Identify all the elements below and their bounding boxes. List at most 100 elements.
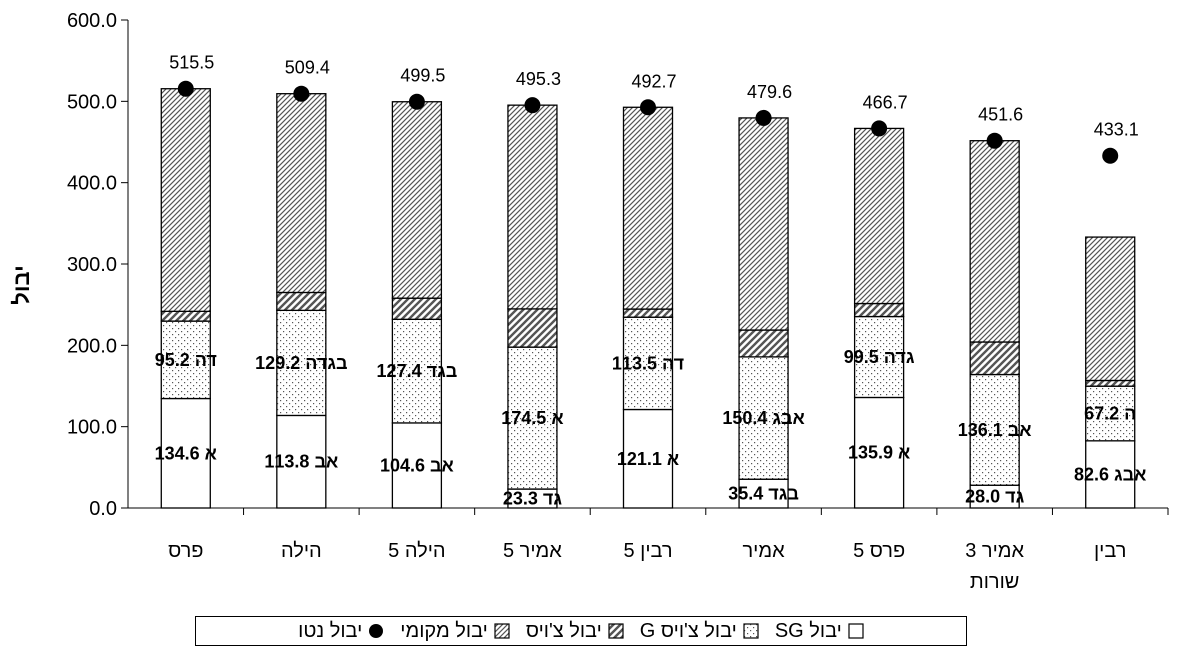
bar-segment-dots xyxy=(276,309,327,417)
bar-segment-heavy-diagonal xyxy=(160,310,211,322)
sg-data-label: 23.3 גד xyxy=(503,489,563,509)
bar-segment-blank xyxy=(853,396,905,509)
net-yield-label: 499.5 xyxy=(400,66,445,86)
net-yield-label: 495.3 xyxy=(516,69,561,89)
net-yield-marker xyxy=(986,132,1003,149)
legend-item: יבול צ'ויס G xyxy=(640,620,759,643)
bar-segment-diagonal xyxy=(622,106,674,310)
net-yield-marker xyxy=(293,85,310,102)
net-yield-marker xyxy=(755,109,772,126)
category-label: פרס xyxy=(168,540,203,562)
net-yield-label: 466.7 xyxy=(863,92,908,112)
bar-segment-dots xyxy=(507,346,558,490)
bar-segment-heavy-diagonal xyxy=(1085,379,1136,387)
bar-segment-heavy-diagonal xyxy=(507,308,558,348)
legend-item: יבול נטו xyxy=(298,620,384,643)
net-yield-marker xyxy=(177,80,194,97)
bar-segment-heavy-diagonal xyxy=(969,341,1020,376)
net-yield-label: 509.4 xyxy=(285,58,330,78)
g-data-label: 95.2 דה xyxy=(155,350,217,370)
bar-segment-dots xyxy=(1085,385,1136,442)
legend: יבול SG יבול צ'ויס G יבול צ'ויס יבול מקומי י… xyxy=(195,616,967,646)
net-yield-marker xyxy=(1102,147,1119,164)
bar-segment-dots xyxy=(622,316,674,411)
y-tick-label: 100.0 xyxy=(67,417,117,439)
net-yield-marker xyxy=(408,93,425,110)
bar-segment-blank xyxy=(160,397,211,509)
g-data-label: 127.4 בגד xyxy=(377,361,458,381)
g-data-label: 113.5 דה xyxy=(612,353,684,373)
bar-segment-diagonal xyxy=(969,140,1020,343)
sg-data-label: 82.6 אבג xyxy=(1074,464,1146,484)
bar-segment-blank xyxy=(622,408,674,509)
y-tick-label: 0.0 xyxy=(89,498,117,520)
g-data-label: 67.2 ה xyxy=(1084,403,1136,423)
legend-swatch-blank xyxy=(848,623,864,639)
y-tick-label: 600.0 xyxy=(67,10,117,32)
legend-label: יבול צ'ויס xyxy=(525,619,602,642)
bar-segment-dots xyxy=(853,315,905,399)
category-label: שורות xyxy=(970,571,1020,593)
bar-segment-blank xyxy=(1085,440,1136,509)
g-data-label: 136.1 אב xyxy=(958,420,1032,440)
legend-swatch-heavy-diagonal xyxy=(608,623,624,639)
bar-segment-diagonal xyxy=(507,104,558,310)
bar-segment-dots xyxy=(391,318,443,424)
bar-segment-heavy-diagonal xyxy=(276,291,327,312)
sg-data-label: 121.1 א xyxy=(617,449,679,469)
net-yield-label: 479.6 xyxy=(747,82,792,102)
net-yield-label: 451.6 xyxy=(978,105,1023,125)
category-label: רבין 5 xyxy=(623,540,672,562)
g-data-label: 174.5 א xyxy=(501,408,563,428)
y-tick-label: 300.0 xyxy=(67,254,117,276)
category-label: הילה 5 xyxy=(388,540,445,562)
bar-segment-heavy-diagonal xyxy=(853,302,905,318)
sg-data-label: 35.4 בגד xyxy=(728,484,799,504)
legend-label: יבול צ'ויס G xyxy=(639,619,737,642)
stacked-bar-chart: יבול 134.6 א 95.2 דה 113.8 אב 129.2 בגדה 104… xyxy=(9,10,1169,593)
bar-segment-diagonal xyxy=(391,101,443,299)
legend-label: יבול מקומי xyxy=(400,619,488,642)
bar-segment-dots xyxy=(969,373,1020,486)
legend-item: יבול SG xyxy=(775,620,864,643)
net-yield-marker xyxy=(524,97,541,114)
category-label: אמיר 5 xyxy=(503,540,562,562)
bar-segment-dots xyxy=(738,356,789,480)
y-tick-label: 200.0 xyxy=(67,335,117,357)
y-tick-label: 500.0 xyxy=(67,91,117,113)
category-label: אמיר 3 xyxy=(965,540,1024,562)
sg-data-label: 135.9 א xyxy=(848,443,910,463)
bar-segment-heavy-diagonal xyxy=(391,297,443,320)
y-axis-label: יבול xyxy=(9,265,34,305)
net-yield-marker xyxy=(871,120,888,137)
legend-item: יבול מקומי xyxy=(400,620,510,643)
legend-item: יבול צ'ויס xyxy=(526,620,624,643)
bar-segment-heavy-diagonal xyxy=(622,308,674,318)
bar-segment-heavy-diagonal xyxy=(738,329,789,358)
bar-segment-diagonal xyxy=(276,93,327,294)
legend-swatch-diagonal xyxy=(494,623,510,639)
net-yield-label: 433.1 xyxy=(1094,120,1139,140)
sg-data-label: 134.6 א xyxy=(155,443,217,463)
bar-segment-dots xyxy=(160,320,211,400)
legend-label: יבול SG xyxy=(774,619,842,642)
net-yield-label: 515.5 xyxy=(169,53,214,73)
y-tick-label: 400.0 xyxy=(67,173,117,195)
legend-swatch-dots xyxy=(743,623,759,639)
bar-segment-diagonal xyxy=(160,88,211,312)
sg-data-label: 104.6 אב xyxy=(380,455,454,475)
g-data-label: 99.5 גדה xyxy=(844,347,915,367)
bar-segment-diagonal xyxy=(1085,236,1136,382)
bar-segment-diagonal xyxy=(853,127,905,305)
g-data-label: 129.2 בגדה xyxy=(255,353,347,373)
g-data-label: 150.4 אבג xyxy=(722,408,804,428)
sg-data-label: 113.8 אב xyxy=(264,452,338,472)
net-yield-label: 492.7 xyxy=(631,71,676,91)
legend-swatch-marker xyxy=(368,623,384,639)
category-label: פרס 5 xyxy=(853,540,905,562)
net-yield-marker xyxy=(640,99,656,116)
legend-label: יבול נטו xyxy=(298,619,363,642)
bar-segment-diagonal xyxy=(738,117,789,331)
sg-data-label: 28.0 גד xyxy=(965,487,1025,507)
category-label: אמיר xyxy=(742,540,785,562)
